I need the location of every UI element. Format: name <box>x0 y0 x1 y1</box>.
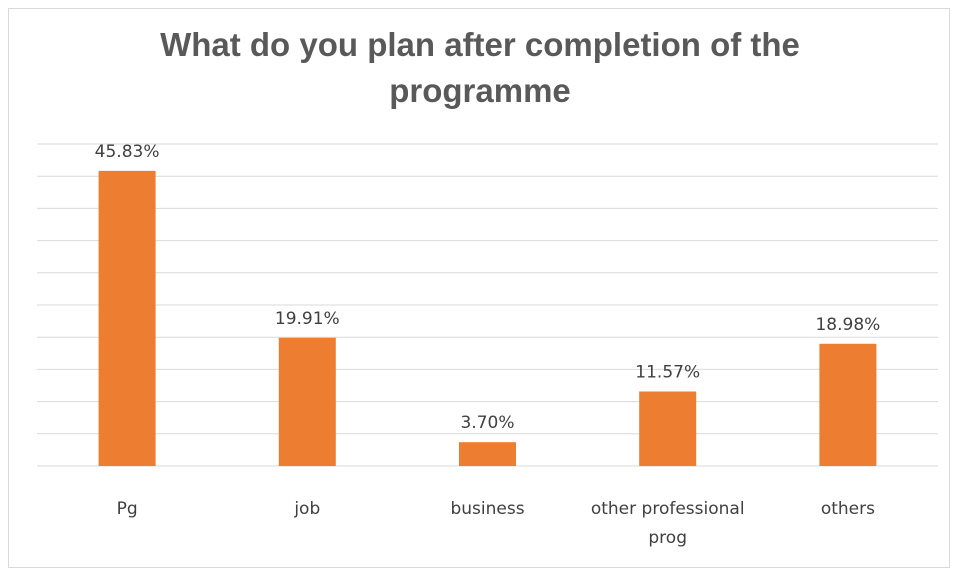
bar-other-professional-prog <box>639 391 697 466</box>
data-label: 11.57% <box>635 362 700 382</box>
category-label: other professional prog <box>591 499 745 548</box>
category-label: Pg <box>117 499 138 519</box>
data-label: 19.91% <box>275 309 340 329</box>
data-label: 18.98% <box>815 315 880 335</box>
category-label: business <box>450 499 524 519</box>
gridlines <box>37 143 938 467</box>
chart-frame <box>8 8 950 568</box>
bar-job <box>278 337 336 466</box>
bar-pg <box>98 170 156 466</box>
data-label: 45.83% <box>95 142 160 162</box>
data-labels: 45.83% 19.91% 3.70% 11.57% 18.98% <box>95 142 881 433</box>
bar-others <box>819 343 877 466</box>
category-label: others <box>821 499 875 519</box>
category-labels: Pg job business other professional prog other… <box>117 499 876 548</box>
category-label: job <box>293 499 320 519</box>
bar-business <box>459 442 516 466</box>
bars <box>98 170 877 466</box>
data-label: 3.70% <box>460 413 514 433</box>
chart-title: What do you plan after completion of the… <box>160 26 800 109</box>
